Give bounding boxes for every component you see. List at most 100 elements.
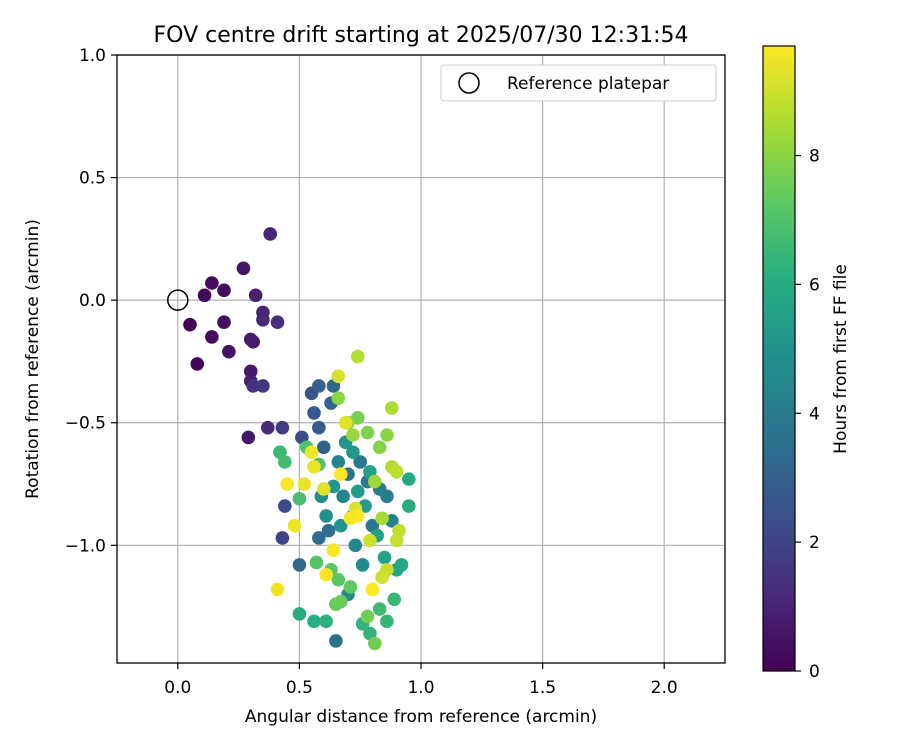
- colorbar: [762, 45, 796, 672]
- scatter-point: [321, 523, 336, 538]
- scatter-point: [365, 582, 380, 597]
- scatter-point: [280, 477, 295, 491]
- scatter-point: [387, 592, 402, 607]
- scatter-point: [190, 357, 205, 371]
- scatter-point: [270, 582, 285, 597]
- scatter-point: [307, 614, 321, 629]
- y-tick-label: −0.5: [65, 414, 106, 434]
- scatter-point: [389, 464, 404, 479]
- scatter-point: [292, 491, 307, 506]
- scatter-point: [389, 533, 404, 548]
- scatter-point: [316, 440, 331, 455]
- scatter-point: [377, 550, 392, 565]
- colorbar-tick-label: 0: [809, 662, 820, 682]
- scatter-point: [319, 567, 333, 582]
- scatter-point: [385, 401, 399, 415]
- scatter-point: [236, 261, 251, 276]
- scatter-point: [331, 572, 346, 587]
- legend: Reference platepar: [440, 64, 717, 102]
- scatter-point: [217, 283, 231, 298]
- x-tick-label: 0.5: [286, 678, 313, 698]
- scatter-point: [346, 428, 360, 442]
- scatter-point: [353, 455, 368, 469]
- scatter-point: [292, 607, 307, 621]
- scatter-point: [348, 538, 363, 553]
- scatter-point: [307, 460, 321, 474]
- scatter-point: [350, 484, 365, 499]
- scatter-point: [319, 614, 333, 629]
- scatter-point: [360, 609, 375, 624]
- scatter-point: [375, 511, 389, 526]
- scatter-point: [372, 602, 387, 616]
- scatter-point: [263, 227, 278, 241]
- scatter-point: [363, 533, 377, 548]
- scatter-point: [338, 415, 353, 430]
- scatter-point: [287, 518, 302, 533]
- colorbar-tick-label: 2: [809, 533, 820, 553]
- grid: [117, 54, 725, 663]
- scatter-point: [346, 445, 360, 459]
- scatter-point: [292, 558, 307, 572]
- x-tick-label: 1.5: [529, 678, 556, 698]
- scatter-point: [205, 330, 219, 344]
- legend-box: [440, 64, 717, 102]
- x-axis-label: Angular distance from reference (arcmin): [245, 707, 597, 727]
- scatter-point: [336, 489, 350, 504]
- scatter-point: [331, 455, 346, 469]
- colorbar-tick-label: 4: [809, 404, 820, 424]
- scatter-point: [278, 499, 292, 513]
- colorbar-label: Hours from first FF file: [831, 264, 851, 454]
- x-tick-label: 1.0: [407, 678, 434, 698]
- scatter-point: [270, 315, 285, 330]
- scatter-point: [197, 288, 212, 303]
- scatter-point: [183, 317, 197, 332]
- scatter-point: [360, 425, 375, 440]
- scatter-point: [333, 467, 348, 482]
- scatter-points: [183, 227, 416, 651]
- scatter-point: [316, 482, 331, 496]
- scatter-point: [319, 509, 333, 523]
- scatter-point: [246, 335, 260, 349]
- colorbar-tick-label: 6: [809, 275, 820, 295]
- scatter-point: [375, 570, 389, 584]
- y-axis-label: Rotation from reference (arcmin): [23, 219, 43, 499]
- chart-title: FOV centre drift starting at 2025/07/30 …: [154, 23, 689, 48]
- scatter-point: [312, 420, 326, 435]
- scatter-point: [246, 379, 260, 393]
- scatter-point: [248, 288, 263, 303]
- scatter-point: [326, 543, 341, 558]
- scatter-point: [343, 580, 358, 594]
- scatter-point: [367, 636, 382, 651]
- colorbar-tick-label: 8: [809, 147, 820, 167]
- scatter-point: [331, 369, 346, 383]
- x-tick-label: 2.0: [651, 678, 678, 698]
- scatter-point: [275, 531, 290, 545]
- scatter-point: [260, 420, 275, 435]
- scatter-point: [256, 379, 270, 393]
- scatter-point: [402, 499, 416, 513]
- scatter-point: [309, 555, 324, 570]
- scatter-point: [329, 634, 343, 648]
- scatter-point: [304, 445, 319, 459]
- y-tick-label: 1.0: [79, 46, 106, 66]
- scatter-point: [402, 472, 416, 486]
- colorbar-ticks: 0 2 4 6 8: [795, 147, 820, 682]
- scatter-point: [380, 614, 394, 629]
- scatter-point: [312, 531, 326, 545]
- scatter-point: [278, 455, 292, 469]
- legend-marker: [458, 72, 480, 94]
- scatter-point: [380, 489, 394, 504]
- scatter-point: [331, 391, 346, 406]
- scatter-point: [394, 558, 409, 572]
- reference-marker: [167, 289, 189, 311]
- scatter-point: [367, 474, 382, 489]
- x-tick-label: 0.0: [164, 678, 191, 698]
- scatter-point: [355, 558, 370, 572]
- scatter-point: [205, 276, 219, 290]
- scatter-point: [297, 477, 312, 491]
- x-axis-ticks: 0.0 0.5 1.0 1.5 2.0: [164, 663, 678, 698]
- scatter-point: [243, 364, 258, 379]
- scatter-point: [241, 430, 256, 445]
- scatter-point: [275, 420, 290, 435]
